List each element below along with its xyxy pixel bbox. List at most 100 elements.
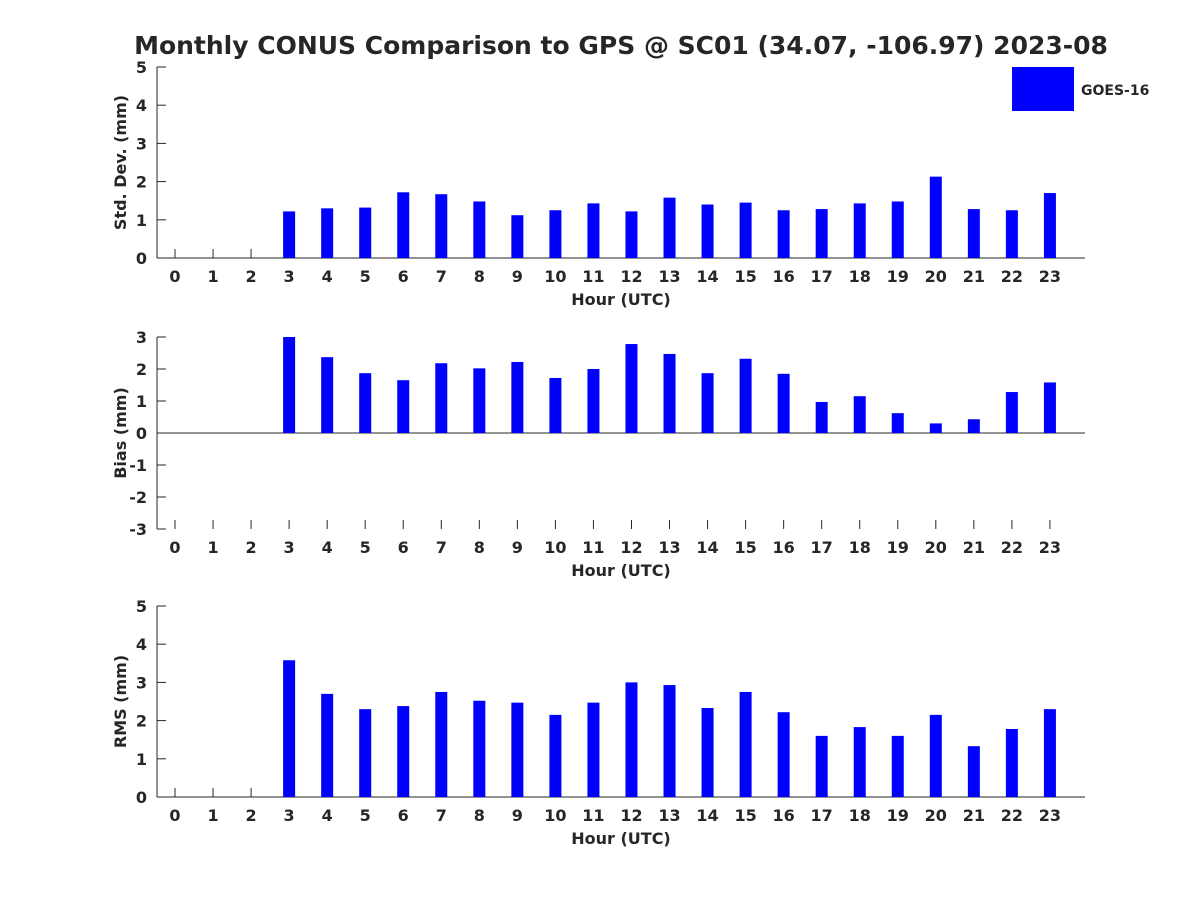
- x-tick-label: 0: [169, 267, 180, 286]
- y-tick-label: 3: [136, 328, 147, 347]
- y-tick-label: 1: [136, 211, 147, 230]
- bar-hour-8: [473, 368, 486, 433]
- bar-hour-21: [967, 746, 980, 797]
- bar-hour-9: [511, 702, 524, 797]
- y-axis-title: Std. Dev. (mm): [111, 95, 130, 230]
- x-tick-label: 17: [811, 267, 833, 286]
- x-tick-label: 1: [207, 806, 218, 825]
- x-tick-label: 18: [849, 806, 871, 825]
- y-axis-title: RMS (mm): [111, 655, 130, 748]
- x-tick-label: 8: [474, 806, 485, 825]
- bar-hour-14: [701, 707, 714, 797]
- x-tick-label: 20: [925, 538, 947, 557]
- x-tick-label: 0: [169, 806, 180, 825]
- bar-hour-17: [815, 735, 828, 797]
- y-tick-label: 0: [136, 788, 147, 807]
- bar-hour-19: [891, 735, 904, 797]
- bar-hour-14: [701, 204, 714, 258]
- x-tick-label: 6: [398, 806, 409, 825]
- bar-hour-12: [625, 344, 638, 433]
- x-tick-label: 7: [436, 806, 447, 825]
- y-axis-title: Bias (mm): [111, 387, 130, 479]
- x-tick-label: 16: [773, 538, 795, 557]
- bar-hour-5: [359, 207, 372, 258]
- bar-hour-10: [549, 210, 562, 258]
- x-tick-label: 7: [436, 267, 447, 286]
- bar-hour-6: [397, 706, 410, 797]
- x-tick-label: 4: [322, 806, 333, 825]
- y-tick-label: 3: [136, 673, 147, 692]
- x-tick-label: 8: [474, 267, 485, 286]
- x-tick-label: 8: [474, 538, 485, 557]
- y-tick-label: 3: [136, 134, 147, 153]
- x-tick-label: 2: [246, 538, 257, 557]
- x-tick-label: 19: [887, 267, 909, 286]
- bar-hour-3: [283, 211, 296, 258]
- y-tick-label: 2: [136, 360, 147, 379]
- x-tick-label: 9: [512, 267, 523, 286]
- bar-hour-11: [587, 702, 600, 797]
- bar-hour-9: [511, 215, 524, 258]
- x-tick-label: 12: [620, 538, 642, 557]
- x-axis-title: Hour (UTC): [571, 290, 671, 309]
- bar-hour-17: [815, 209, 828, 258]
- x-tick-label: 3: [284, 806, 295, 825]
- bar-hour-4: [321, 693, 334, 797]
- bar-hour-14: [701, 373, 714, 433]
- y-tick-label: 4: [136, 96, 147, 115]
- bar-hour-10: [549, 377, 562, 433]
- y-tick-label: 1: [136, 392, 147, 411]
- x-tick-label: 5: [360, 806, 371, 825]
- bar-hour-18: [853, 727, 866, 797]
- bar-hour-8: [473, 700, 486, 797]
- bar-hour-20: [929, 423, 942, 433]
- x-tick-label: 1: [207, 538, 218, 557]
- bar-hour-8: [473, 201, 486, 258]
- x-tick-label: 16: [773, 806, 795, 825]
- x-tick-label: 18: [849, 538, 871, 557]
- x-tick-label: 3: [284, 267, 295, 286]
- x-tick-label: 13: [658, 267, 680, 286]
- legend-swatch: [1012, 67, 1074, 111]
- y-tick-label: -1: [129, 456, 147, 475]
- bar-hour-15: [739, 202, 752, 258]
- x-tick-label: 11: [582, 267, 604, 286]
- bar-hour-7: [435, 691, 448, 797]
- bar-hour-15: [739, 358, 752, 433]
- bar-hour-3: [283, 660, 296, 797]
- bar-hour-19: [891, 201, 904, 258]
- bar-hour-23: [1043, 709, 1056, 797]
- x-tick-label: 13: [658, 806, 680, 825]
- bar-hour-5: [359, 709, 372, 797]
- x-tick-label: 19: [887, 806, 909, 825]
- x-tick-label: 3: [284, 538, 295, 557]
- bar-hour-9: [511, 361, 524, 433]
- x-tick-label: 4: [322, 267, 333, 286]
- bar-hour-22: [1005, 392, 1018, 433]
- bar-hour-19: [891, 413, 904, 433]
- bar-hour-11: [587, 369, 600, 433]
- x-tick-label: 2: [246, 267, 257, 286]
- bar-hour-10: [549, 714, 562, 797]
- x-tick-label: 10: [544, 267, 566, 286]
- bar-hour-4: [321, 357, 334, 433]
- bar-hour-6: [397, 192, 410, 258]
- bar-hour-18: [853, 203, 866, 258]
- x-tick-label: 0: [169, 538, 180, 557]
- bar-hour-7: [435, 194, 448, 258]
- x-tick-label: 22: [1001, 538, 1023, 557]
- x-tick-label: 5: [360, 538, 371, 557]
- x-tick-label: 11: [582, 806, 604, 825]
- x-tick-label: 14: [696, 806, 718, 825]
- bar-hour-20: [929, 176, 942, 258]
- bar-hour-4: [321, 208, 334, 258]
- bar-hour-11: [587, 203, 600, 258]
- y-tick-label: 5: [136, 597, 147, 616]
- x-tick-label: 21: [963, 806, 985, 825]
- x-tick-label: 11: [582, 538, 604, 557]
